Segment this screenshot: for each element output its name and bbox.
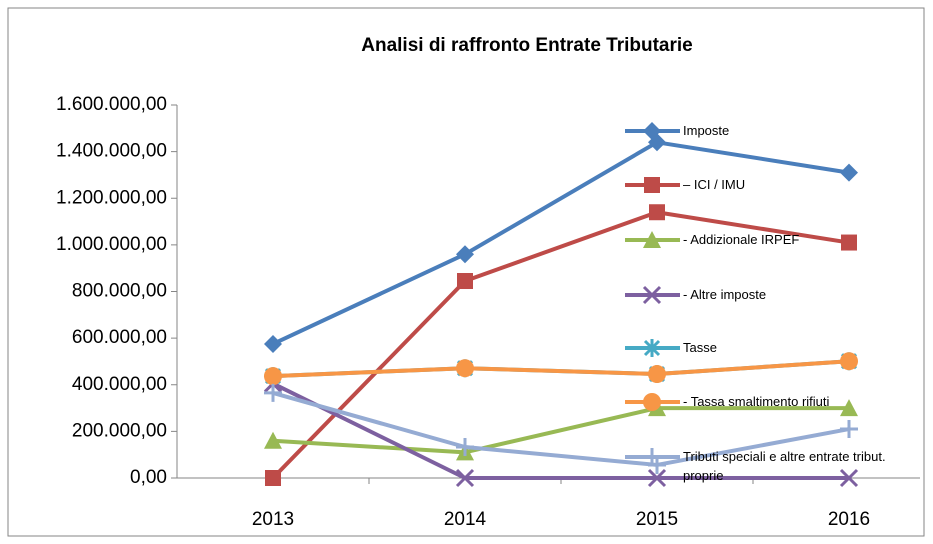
- series-line: [271, 210, 850, 480]
- legend-label: Tasse: [683, 340, 717, 355]
- data-point: [840, 420, 858, 439]
- data-point: [841, 234, 857, 251]
- data-point: [839, 468, 859, 488]
- legend-marker: [643, 122, 661, 140]
- series-line: [272, 390, 850, 467]
- legend-marker: [643, 393, 661, 411]
- x-tick-label: 2013: [252, 509, 294, 530]
- data-point: [649, 204, 665, 221]
- y-tick-label: 400.000,00: [72, 374, 167, 395]
- data-point: [840, 163, 858, 182]
- y-tick-label: 1.200.000,00: [56, 187, 167, 208]
- legend-label-box: - Altre imposte: [683, 287, 767, 302]
- legend-marker: [644, 177, 660, 193]
- data-point: [840, 399, 858, 417]
- data-point: [456, 359, 474, 378]
- legend-label: - Altre imposte: [683, 287, 767, 302]
- chart-title: Analisi di raffronto Entrate Tributarie: [361, 35, 693, 56]
- legend-label: - Tassa smaltimento rifiuti: [683, 394, 830, 409]
- data-point: [455, 468, 475, 488]
- data-point: [457, 273, 473, 290]
- legend-label-box: - Tassa smaltimento rifiuti: [683, 394, 830, 409]
- series-line: [272, 140, 850, 346]
- legend-label-box: - Addizionale IRPEF: [683, 232, 800, 247]
- legend-label-box: – ICI / IMU: [683, 177, 746, 192]
- data-point: [456, 437, 474, 456]
- data-point: [648, 365, 666, 384]
- y-tick-label: 1.600.000,00: [56, 94, 167, 115]
- y-tick-label: 600.000,00: [72, 327, 167, 348]
- legend-label: - Addizionale IRPEF: [683, 232, 800, 247]
- y-tick-label: 1.400.000,00: [56, 141, 167, 162]
- legend-label-box: Tasse: [683, 340, 717, 355]
- data-point: [647, 468, 667, 488]
- legend-marker: [643, 339, 661, 357]
- legend-marker: [643, 231, 661, 248]
- y-tick-label: 0,00: [130, 467, 167, 488]
- legend-label: – ICI / IMU: [683, 177, 746, 192]
- data-point: [840, 352, 858, 371]
- x-tick-label: 2016: [828, 509, 870, 530]
- y-tick-label: 200.000,00: [72, 420, 167, 441]
- data-point: [264, 431, 282, 449]
- series-line: [272, 381, 849, 480]
- data-point: [456, 245, 474, 264]
- legend-marker: [643, 448, 661, 466]
- data-point: [265, 470, 281, 486]
- series-line: [272, 406, 849, 455]
- series-line: [272, 359, 850, 379]
- legend-label-box: Imposte: [683, 123, 730, 138]
- legend-label: Tributi speciali e altre entrate tribut.…: [683, 449, 886, 483]
- x-tick-label: 2015: [636, 509, 678, 530]
- data-point: [264, 334, 282, 353]
- data-point: [264, 383, 282, 402]
- legend-marker: [642, 285, 662, 305]
- y-tick-label: 800.000,00: [72, 281, 167, 302]
- y-tick-label: 1.000.000,00: [56, 234, 167, 255]
- legend-label: Imposte: [683, 123, 730, 138]
- x-tick-label: 2014: [444, 509, 487, 530]
- legend-label-box: Tributi speciali e altre entrate tribut.…: [683, 449, 886, 483]
- data-point: [264, 367, 282, 386]
